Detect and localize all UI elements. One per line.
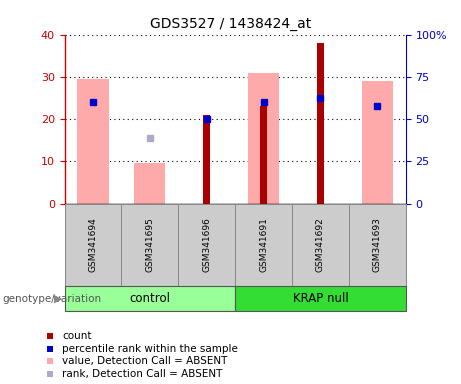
Text: rank, Detection Call = ABSENT: rank, Detection Call = ABSENT xyxy=(62,369,223,379)
Text: percentile rank within the sample: percentile rank within the sample xyxy=(62,344,238,354)
Text: control: control xyxy=(130,292,170,305)
Bar xyxy=(235,286,406,311)
Bar xyxy=(203,115,210,204)
Bar xyxy=(260,106,267,204)
Bar xyxy=(134,164,165,204)
Bar xyxy=(65,286,235,311)
Text: GSM341693: GSM341693 xyxy=(373,217,382,272)
Text: GDS3527 / 1438424_at: GDS3527 / 1438424_at xyxy=(150,17,311,31)
Bar xyxy=(292,204,349,286)
Text: count: count xyxy=(62,331,92,341)
Bar xyxy=(248,73,279,204)
Bar xyxy=(235,204,292,286)
Text: GSM341692: GSM341692 xyxy=(316,217,325,272)
Bar xyxy=(65,204,121,286)
Text: GSM341691: GSM341691 xyxy=(259,217,268,272)
Text: GSM341696: GSM341696 xyxy=(202,217,211,272)
Bar xyxy=(317,43,324,204)
Text: ▶: ▶ xyxy=(54,293,63,304)
Text: KRAP null: KRAP null xyxy=(293,292,348,305)
Bar xyxy=(121,204,178,286)
Text: genotype/variation: genotype/variation xyxy=(2,293,101,304)
Bar xyxy=(178,204,235,286)
Bar xyxy=(349,204,406,286)
Bar xyxy=(77,79,109,204)
Text: GSM341695: GSM341695 xyxy=(145,217,154,272)
Text: value, Detection Call = ABSENT: value, Detection Call = ABSENT xyxy=(62,356,228,366)
Text: GSM341694: GSM341694 xyxy=(89,217,97,272)
Bar xyxy=(361,81,393,204)
